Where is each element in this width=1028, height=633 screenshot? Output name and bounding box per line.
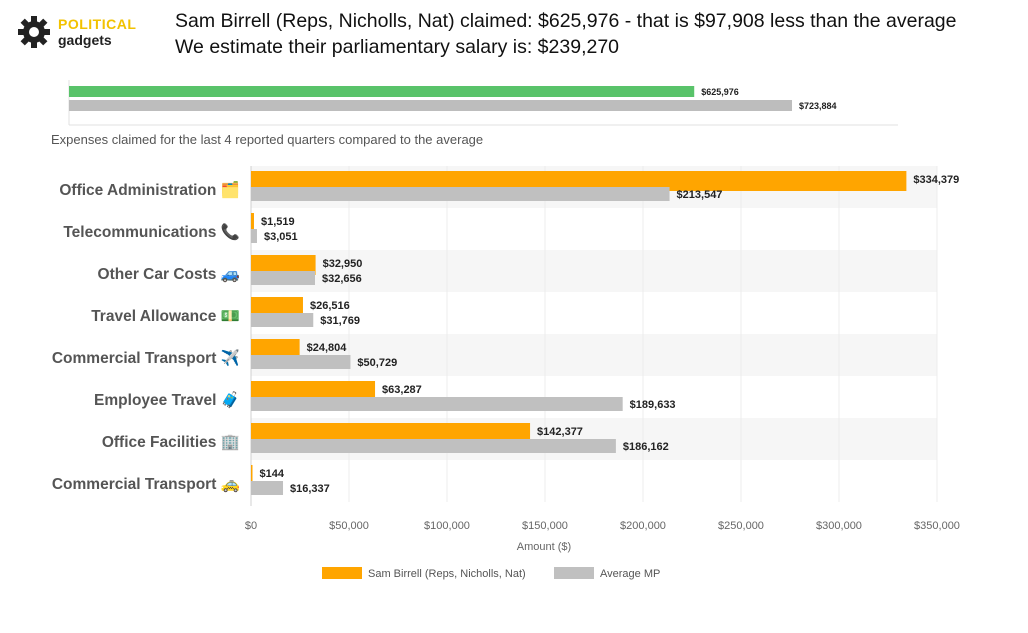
category-label: Office Facilities 🏢 <box>102 434 240 451</box>
data-label: $32,656 <box>322 273 362 285</box>
gear-icon <box>18 16 50 48</box>
legend-swatch <box>554 567 594 579</box>
bar-member <box>251 213 254 233</box>
headline-claimed: Sam Birrell (Reps, Nicholls, Nat) claime… <box>175 10 957 32</box>
bar-average <box>251 229 257 243</box>
bar-member <box>251 255 316 275</box>
x-tick-label: $300,000 <box>816 520 862 532</box>
category-label: Telecommunications 📞 <box>63 221 240 241</box>
data-label: $16,337 <box>290 483 330 495</box>
legend-swatch <box>322 567 362 579</box>
bar-average <box>251 313 314 327</box>
data-label: $63,287 <box>382 384 422 396</box>
bar-average <box>251 439 616 453</box>
summary-bar <box>69 86 695 97</box>
bar-average <box>251 271 316 285</box>
bar-average <box>251 481 284 495</box>
brand-line2: gadgets <box>58 32 112 48</box>
data-label: $213,547 <box>677 189 723 201</box>
brand-logo: POLITICAL gadgets <box>18 14 158 54</box>
data-label: $144 <box>260 468 285 480</box>
summary-bar-label: $723,884 <box>799 101 837 111</box>
x-tick-label: $100,000 <box>424 520 470 532</box>
category-label: Other Car Costs 🚙 <box>98 266 240 283</box>
category-label: Travel Allowance 💵 <box>91 308 240 325</box>
summary-bar <box>69 100 793 111</box>
category-label: Commercial Transport ✈️ <box>52 348 240 367</box>
bar-average <box>251 187 670 201</box>
bar-average <box>251 397 623 411</box>
bar-member <box>251 465 253 485</box>
x-axis-title: Amount ($) <box>517 541 571 553</box>
chart-caption: Expenses claimed for the last 4 reported… <box>51 132 484 147</box>
data-label: $334,379 <box>913 174 959 186</box>
x-tick-label: $150,000 <box>522 520 568 532</box>
x-tick-label: $0 <box>245 520 257 532</box>
bar-member <box>251 297 303 317</box>
bar-member <box>251 171 907 191</box>
row-band <box>251 334 937 376</box>
x-tick-label: $250,000 <box>718 520 764 532</box>
brand-line1: POLITICAL <box>58 16 137 32</box>
data-label: $26,516 <box>310 300 350 312</box>
bar-member <box>251 423 531 443</box>
legend-label: Sam Birrell (Reps, Nicholls, Nat) <box>368 568 526 580</box>
data-label: $24,804 <box>307 342 348 354</box>
bar-member <box>251 339 300 359</box>
data-label: $3,051 <box>264 231 298 243</box>
bar-average <box>251 355 351 369</box>
data-label: $31,769 <box>320 315 360 327</box>
category-label: Office Administration 🗂️ <box>59 180 240 199</box>
data-label: $142,377 <box>537 426 583 438</box>
data-label: $32,950 <box>323 258 363 270</box>
bar-member <box>251 381 376 401</box>
data-label: $189,633 <box>630 399 676 411</box>
headline-salary: We estimate their parliamentary salary i… <box>175 36 620 58</box>
summary-bar-label: $625,976 <box>701 87 739 97</box>
category-label: Employee Travel 🧳 <box>94 390 240 409</box>
x-tick-label: $350,000 <box>914 520 960 532</box>
summary-chart: $625,976 $723,884 <box>68 80 898 126</box>
category-label: Commercial Transport 🚕 <box>52 476 240 493</box>
row-band <box>251 250 937 292</box>
x-tick-label: $200,000 <box>620 520 666 532</box>
headline: Sam Birrell (Reps, Nicholls, Nat) claime… <box>175 8 956 60</box>
legend-label: Average MP <box>600 568 660 580</box>
x-tick-label: $50,000 <box>329 520 369 532</box>
data-label: $50,729 <box>357 357 397 369</box>
data-label: $186,162 <box>623 441 669 453</box>
data-label: $1,519 <box>261 216 295 228</box>
